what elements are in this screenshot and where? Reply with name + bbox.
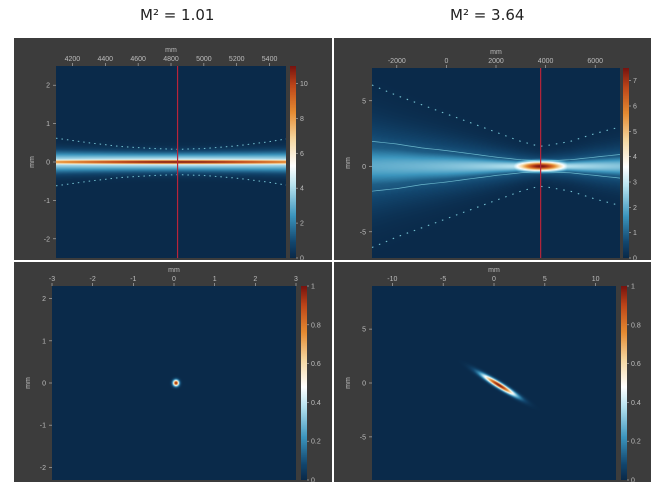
chart:2-cbar-label: 0.6 bbox=[311, 361, 321, 368]
chart:3-xtick-label: -10 bbox=[387, 276, 397, 283]
chart:2-xtick-label: 3 bbox=[294, 276, 298, 283]
title-left: M² = 1.01 bbox=[140, 6, 215, 24]
chart:3-xlabel: mm bbox=[488, 267, 500, 274]
chart:3-cbar-label: 0.6 bbox=[631, 361, 641, 368]
chart:3-cbar-label: 0.2 bbox=[631, 439, 641, 446]
chart:2-cbar-label: 0.4 bbox=[311, 400, 321, 407]
chart:2-xtick-label: 0 bbox=[172, 276, 176, 283]
chart:0-ytick-label: -1 bbox=[44, 198, 50, 205]
chart:1-ytick-label: -5 bbox=[360, 229, 366, 236]
chart:3-cbar-label: 0.8 bbox=[631, 322, 641, 329]
chart:1-xtick-label: 4000 bbox=[538, 58, 554, 65]
chart:3-xtick-label: 10 bbox=[592, 276, 600, 283]
outer-envelope-line bbox=[371, 84, 621, 147]
chart:2-xlabel: mm bbox=[168, 267, 180, 274]
caustic-left-chart: 4200 4400 4600 4800 5000 5200 5400mm210-1-2mm1… bbox=[29, 47, 308, 261]
chart:3-ytick-label: 5 bbox=[362, 327, 366, 334]
envelope-line bbox=[55, 137, 287, 150]
caustic-right-heatmap bbox=[372, 68, 620, 258]
chart:1-cbar-label: 0 bbox=[633, 256, 637, 261]
chart:0-cbar-label: 0 bbox=[300, 256, 304, 261]
chart:2-ytick-label: 0 bbox=[42, 381, 46, 388]
chart:1-xtick-label: 2000 bbox=[488, 58, 504, 65]
chart:2-ytick-label: -1 bbox=[40, 423, 46, 430]
chart:1-cbar-label: 1 bbox=[633, 230, 637, 237]
horizontal-divider bbox=[14, 260, 651, 262]
chart:1-ytick-label: 0 bbox=[362, 164, 366, 171]
profile-left-chart: -3 -2 -1 0 1 2 3 mm 2 1 0 -1 -2 mm 1 0.8 0.6 0.4 0.2 0 bbox=[25, 267, 321, 483]
chart:1-cbar-label: 4 bbox=[633, 154, 637, 161]
chart:1-cbar-label: 2 bbox=[633, 205, 637, 212]
chart:0-xtick-label: 5000 bbox=[196, 56, 212, 63]
chart:2-colorbar bbox=[301, 286, 307, 480]
chart:1-cbar-label: 6 bbox=[633, 104, 637, 111]
chart:0-xtick-label: 5400 bbox=[262, 56, 278, 63]
chart:1-xtick-label: -2000 bbox=[388, 58, 406, 65]
chart:3-cbar-label: 1 bbox=[631, 284, 635, 291]
chart:0-ytick-label: 0 bbox=[46, 160, 50, 167]
chart:2-cbar-label: 0.8 bbox=[311, 322, 321, 329]
caustic-left-heatmap bbox=[56, 66, 286, 258]
chart:0-ytick-label: 1 bbox=[46, 121, 50, 128]
chart:1-xlabel: mm bbox=[490, 49, 502, 56]
chart:0-xtick-label: 4200 bbox=[65, 56, 81, 63]
chart:1-ylabel: mm bbox=[345, 157, 352, 169]
chart:0-cbar-label: 8 bbox=[300, 116, 304, 123]
profile-right-panel: -10 -5 0 5 10 mm 5 0 -5 mm 1 0.8 0.6 0.4 0.2 0 bbox=[334, 262, 651, 482]
chart:0-xtick-label: 5200 bbox=[229, 56, 245, 63]
chart:0-ylabel: mm bbox=[29, 156, 36, 168]
chart:2-xtick-label: -1 bbox=[130, 276, 136, 283]
caustic-left-panel: 4200 4400 4600 4800 5000 5200 5400 mm 2 1 0 -1 -2 mm 1… bbox=[14, 38, 332, 260]
title-right: M² = 3.64 bbox=[450, 6, 525, 24]
chart:2-ytick-label: -2 bbox=[40, 465, 46, 472]
chart:2-xtick-label: -2 bbox=[90, 276, 96, 283]
chart:1-cbar-label: 5 bbox=[633, 129, 637, 136]
chart:0-cbar-label: 2 bbox=[300, 221, 304, 228]
chart:3-ytick-label: 0 bbox=[362, 381, 366, 388]
envelope-line bbox=[55, 174, 287, 187]
chart:2-ytick-label: 1 bbox=[42, 338, 46, 345]
chart:3-ytick-label: -5 bbox=[360, 434, 366, 441]
profile-left-panel: -3 -2 -1 0 1 2 3 mm 2 1 0 -1 -2 mm 1 0.8 0.6 0.4 0.2 0 bbox=[14, 262, 332, 482]
chart:1-ytick-label: 5 bbox=[362, 98, 366, 105]
chart:2-ytick-label: 2 bbox=[42, 296, 46, 303]
profile-right-chart: -10 -5 0 5 10 mm 5 0 -5 mm 1 0.8 0.6 0.4 0.2 0 bbox=[345, 267, 641, 483]
caustic-right-panel: -2000 0 2000 4000 6000 mm 5 0 -5 mm 7 6 5 4 3 2 1 0 bbox=[334, 38, 651, 260]
profile-left-heatmap bbox=[52, 286, 296, 480]
chart:2-xtick-label: 2 bbox=[253, 276, 257, 283]
chart:0-colorbar bbox=[290, 66, 296, 258]
chart:0-xtick-label: 4800 bbox=[163, 56, 179, 63]
chart:3-xtick-label: 5 bbox=[543, 276, 547, 283]
chart:0-ytick-label: -2 bbox=[44, 236, 50, 243]
inner-envelope-line bbox=[371, 141, 621, 162]
profile-right-heatmap bbox=[372, 286, 616, 480]
chart:0-ytick-label: 2 bbox=[46, 83, 50, 90]
chart:3-cbar-label: 0 bbox=[631, 478, 635, 483]
chart:0-xtick-label: 4600 bbox=[130, 56, 146, 63]
chart:2-xtick-label: 1 bbox=[213, 276, 217, 283]
chart:3-xtick-label: 0 bbox=[492, 276, 496, 283]
chart:0-cbar-label: 6 bbox=[300, 151, 304, 158]
chart:3-ylabel: mm bbox=[345, 377, 352, 389]
chart:0-xlabel: mm bbox=[165, 47, 177, 54]
chart:2-ylabel: mm bbox=[25, 377, 32, 389]
chart:2-cbar-label: 0 bbox=[311, 478, 315, 483]
chart:1-cbar-label: 7 bbox=[633, 78, 637, 85]
chart:0-cbar-label: 4 bbox=[300, 186, 304, 193]
chart:0-cbar-label: 10 bbox=[300, 81, 308, 88]
chart:1-xtick-label: 6000 bbox=[587, 58, 603, 65]
chart:1-cbar-label: 3 bbox=[633, 180, 637, 187]
chart:2-xtick-label: -3 bbox=[49, 276, 55, 283]
chart:2-cbar-label: 1 bbox=[311, 284, 315, 291]
outer-envelope-line bbox=[371, 185, 621, 249]
chart:1-xtick-label: 0 bbox=[444, 58, 448, 65]
inner-envelope-line bbox=[371, 171, 621, 192]
chart:3-xtick-label: -5 bbox=[440, 276, 446, 283]
caustic-right-chart: -2000 0 2000 4000 6000 mm 5 0 -5 mm 7 6 5 4 3 2 1 0 bbox=[345, 49, 637, 261]
chart:1-colorbar bbox=[623, 68, 629, 258]
chart:3-colorbar bbox=[621, 286, 627, 480]
chart:0-xtick-label: 4400 bbox=[97, 56, 113, 63]
chart:2-cbar-label: 0.2 bbox=[311, 439, 321, 446]
chart:3-cbar-label: 0.4 bbox=[631, 400, 641, 407]
